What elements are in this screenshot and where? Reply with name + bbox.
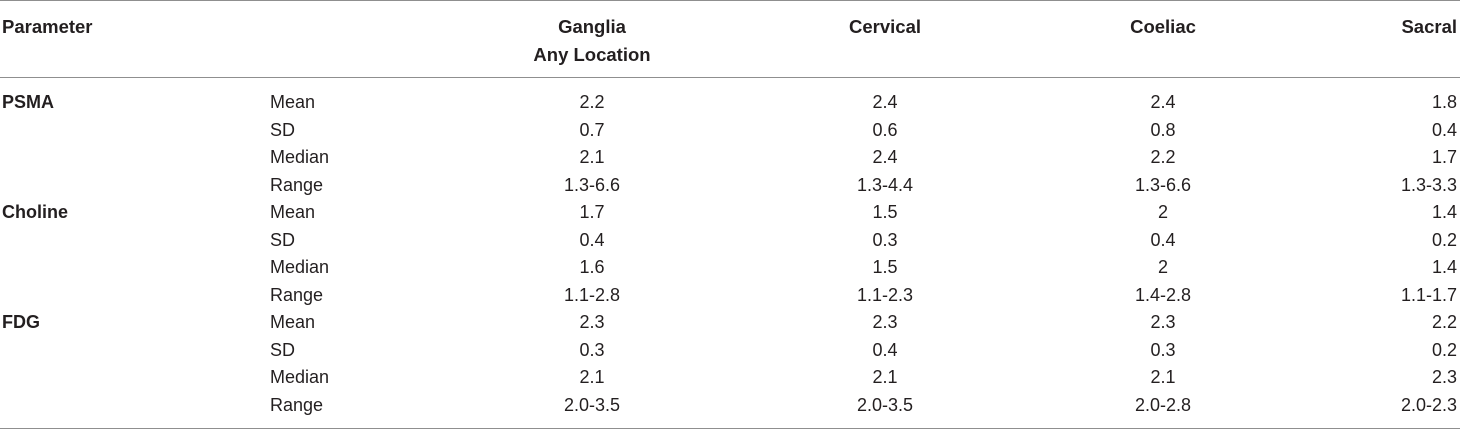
cell-cervical: 2.4 <box>872 147 898 167</box>
table-row: SD 0.4 0.3 0.4 0.2 <box>0 227 1460 255</box>
table-row: SD 0.7 0.6 0.8 0.4 <box>0 117 1460 145</box>
cell-coeliac: 2.0-2.8 <box>1134 394 1192 415</box>
cell-cervical: 0.3 <box>872 229 898 250</box>
stat-label: Mean <box>270 202 316 222</box>
cell-sacral: 1.4 <box>1431 202 1457 222</box>
cell-cervical: 2.4 <box>872 92 898 112</box>
cell-cervical: 1.1-2.3 <box>856 284 914 305</box>
cell-ganglia: 0.3 <box>579 339 605 360</box>
cell-sacral: 2.0-2.3 <box>1400 394 1457 415</box>
stat-label: Range <box>270 284 324 305</box>
cell-coeliac: 1.3-6.6 <box>1134 174 1192 195</box>
cell-coeliac: 0.8 <box>1150 119 1176 140</box>
stat-label: SD <box>270 119 296 140</box>
cell-cervical: 2.0-3.5 <box>856 394 914 415</box>
table-row: Range 2.0-3.5 2.0-3.5 2.0-2.8 2.0-2.3 <box>0 392 1460 420</box>
table-row: Median 2.1 2.4 2.2 1.7 <box>0 144 1460 172</box>
cell-sacral: 1.4 <box>1431 257 1457 277</box>
cell-sacral: 2.3 <box>1431 367 1457 387</box>
stat-label: Median <box>270 257 330 277</box>
cell-ganglia: 2.2 <box>579 92 605 112</box>
cell-sacral: 1.3-3.3 <box>1400 174 1457 195</box>
cell-sacral: 0.2 <box>1431 339 1457 360</box>
cell-coeliac: 2.3 <box>1150 312 1176 332</box>
cell-coeliac: 1.4-2.8 <box>1134 284 1192 305</box>
table-row: FDG Mean 2.3 2.3 2.3 2.2 <box>0 309 1460 337</box>
cell-ganglia: 2.1 <box>579 147 605 167</box>
cell-ganglia: 2.0-3.5 <box>563 394 621 415</box>
stat-label: Mean <box>270 312 316 332</box>
header-ganglia-line2: Any Location <box>533 44 651 65</box>
cell-ganglia: 2.1 <box>579 367 605 387</box>
cell-cervical: 2.3 <box>872 312 898 332</box>
cell-sacral: 1.7 <box>1431 147 1457 167</box>
cell-cervical: 2.1 <box>872 367 898 387</box>
table-row: SD 0.3 0.4 0.3 0.2 <box>0 337 1460 365</box>
stat-label: Median <box>270 367 330 387</box>
group-label: PSMA <box>2 92 55 112</box>
table-body: PSMA Mean 2.2 2.4 2.4 1.8 SD 0.7 0.6 0.8… <box>0 89 1460 419</box>
table-row: Median 2.1 2.1 2.1 2.3 <box>0 364 1460 392</box>
table-row: Choline Mean 1.7 1.5 2 1.4 <box>0 199 1460 227</box>
cell-sacral: 0.4 <box>1431 119 1457 140</box>
header-coeliac: Coeliac <box>1130 16 1196 37</box>
table-row: Range 1.3-6.6 1.3-4.4 1.3-6.6 1.3-3.3 <box>0 172 1460 200</box>
group-label: Choline <box>2 202 68 222</box>
cell-ganglia: 1.6 <box>579 257 605 277</box>
header-rule <box>0 77 1460 78</box>
header-sacral: Sacral <box>1401 16 1457 37</box>
cell-ganglia: 1.7 <box>579 202 605 222</box>
stat-label: SD <box>270 339 296 360</box>
cell-sacral: 1.8 <box>1431 92 1457 112</box>
cell-coeliac: 2 <box>1157 202 1168 222</box>
cell-coeliac: 2.4 <box>1150 92 1176 112</box>
header-ganglia-line1: Ganglia <box>558 16 626 37</box>
cell-sacral: 1.1-1.7 <box>1400 284 1457 305</box>
cell-coeliac: 0.3 <box>1150 339 1176 360</box>
table-row: Range 1.1-2.8 1.1-2.3 1.4-2.8 1.1-1.7 <box>0 282 1460 310</box>
table-row: PSMA Mean 2.2 2.4 2.4 1.8 <box>0 89 1460 117</box>
stat-label: SD <box>270 229 296 250</box>
cell-cervical: 0.6 <box>872 119 898 140</box>
cell-sacral: 0.2 <box>1431 229 1457 250</box>
cell-cervical: 1.3-4.4 <box>856 174 914 195</box>
stat-label: Mean <box>270 92 316 112</box>
cell-sacral: 2.2 <box>1431 312 1457 332</box>
header-cervical: Cervical <box>849 16 921 37</box>
cell-coeliac: 2 <box>1157 257 1168 277</box>
stat-label: Median <box>270 147 330 167</box>
cell-cervical: 1.5 <box>872 202 898 222</box>
cell-ganglia: 1.3-6.6 <box>563 174 621 195</box>
cell-coeliac: 2.1 <box>1150 367 1176 387</box>
cell-ganglia: 2.3 <box>579 312 605 332</box>
table-row: Median 1.6 1.5 2 1.4 <box>0 254 1460 282</box>
cell-ganglia: 1.1-2.8 <box>563 284 621 305</box>
cell-cervical: 1.5 <box>872 257 898 277</box>
cell-ganglia: 0.4 <box>579 229 605 250</box>
header-parameter: Parameter <box>2 16 93 37</box>
top-rule <box>0 0 1460 1</box>
cell-coeliac: 2.2 <box>1150 147 1176 167</box>
cell-ganglia: 0.7 <box>579 119 605 140</box>
stat-label: Range <box>270 174 324 195</box>
cell-cervical: 0.4 <box>872 339 898 360</box>
group-label: FDG <box>2 312 40 332</box>
stat-label: Range <box>270 394 324 415</box>
header-ganglia-any-location: Ganglia Any Location <box>512 13 672 69</box>
bottom-rule <box>0 428 1460 429</box>
cell-coeliac: 0.4 <box>1150 229 1176 250</box>
